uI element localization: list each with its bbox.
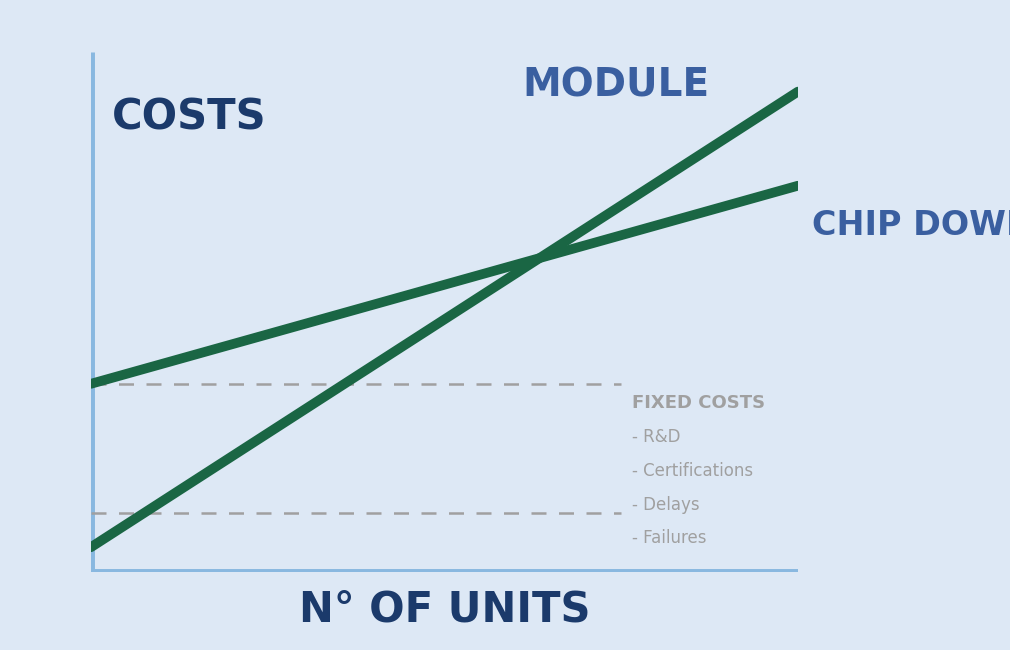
Text: - R&D: - R&D [632,428,681,447]
Text: COSTS: COSTS [112,97,267,138]
Text: - Certifications: - Certifications [632,462,752,480]
Text: - Delays: - Delays [632,496,699,514]
Text: - Failures: - Failures [632,529,706,547]
Text: CHIP DOWN: CHIP DOWN [812,209,1010,242]
Text: FIXED COSTS: FIXED COSTS [632,394,765,411]
Text: N° OF UNITS: N° OF UNITS [299,588,590,630]
Text: MODULE: MODULE [522,67,709,105]
